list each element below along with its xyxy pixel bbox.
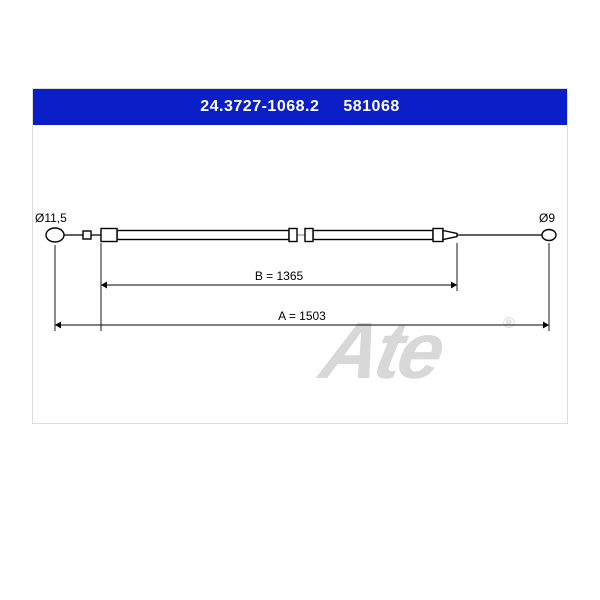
svg-text:A = 1503: A = 1503 (278, 309, 326, 323)
alt-number: 581068 (343, 98, 399, 116)
watermark-registered: ® (503, 315, 515, 333)
header-bar: 24.3727-1068.2 581068 (33, 89, 567, 125)
svg-text:B = 1365: B = 1365 (255, 269, 304, 283)
product-card: 24.3727-1068.2 581068 Ø11,5 Ø9 B = 1365A… (32, 88, 568, 424)
cable-drawing: B = 1365 A = 1503 (33, 125, 569, 425)
part-number: 24.3727-1068.2 (200, 98, 319, 116)
diagram-area: Ø11,5 Ø9 B = 1365A = 1503 Ate ® (33, 125, 567, 423)
